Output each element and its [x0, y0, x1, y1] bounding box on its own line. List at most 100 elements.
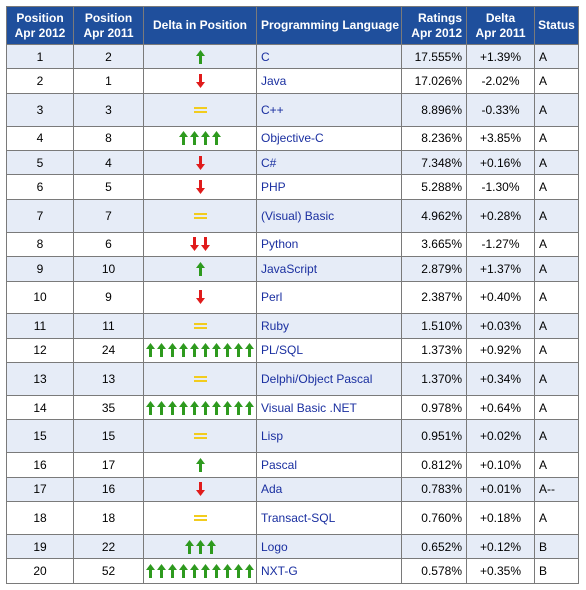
language-link[interactable]: C — [256, 43, 402, 70]
language-link[interactable]: Delphi/Object Pascal — [256, 362, 402, 397]
status-cell: A — [534, 68, 579, 94]
position-2012-cell: 10 — [6, 280, 74, 315]
position-2012-cell: 15 — [6, 419, 74, 454]
delta-position-cell — [143, 92, 257, 127]
language-link[interactable]: Visual Basic .NET — [256, 395, 402, 421]
table-row: 19 22 Logo 0.652% +0.12% B — [6, 534, 579, 560]
delta-position-cell — [143, 280, 257, 315]
language-link[interactable]: Objective-C — [256, 125, 402, 152]
status-cell: A — [534, 92, 579, 127]
status-cell: A — [534, 337, 579, 364]
green-up-arrow-icon — [212, 564, 221, 579]
language-link[interactable]: Perl — [256, 280, 402, 315]
header-language: Programming Language — [256, 6, 402, 45]
status-cell: A — [534, 452, 579, 478]
red-down-arrow-icon — [195, 290, 205, 305]
language-link[interactable]: Python — [256, 231, 402, 258]
position-2012-cell: 6 — [6, 174, 74, 200]
delta-rating-cell: +0.16% — [466, 150, 535, 176]
position-2012-cell: 5 — [6, 150, 74, 176]
table-row: 3 3 C++ 8.896% -0.33% A — [6, 92, 579, 127]
position-2012-cell: 13 — [6, 362, 74, 397]
language-link[interactable]: C# — [256, 150, 402, 176]
table-row: 9 10 JavaScript 2.879% +1.37% A — [6, 256, 579, 282]
table-row: 10 9 Perl 2.387% +0.40% A — [6, 280, 579, 315]
language-link[interactable]: Logo — [256, 534, 402, 560]
table-row: 2 1 Java 17.026% -2.02% A — [6, 68, 579, 94]
green-up-arrow-icon — [201, 131, 210, 146]
status-cell: A-- — [534, 476, 579, 503]
table-row: 15 15 Lisp 0.951% +0.02% A — [6, 419, 579, 454]
green-up-arrow-icon — [245, 343, 254, 358]
language-link[interactable]: Transact-SQL — [256, 501, 402, 536]
language-link[interactable]: JavaScript — [256, 256, 402, 282]
delta-rating-cell: +1.37% — [466, 256, 535, 282]
language-link[interactable]: PHP — [256, 174, 402, 200]
green-up-arrow-icon — [212, 343, 221, 358]
position-2012-cell: 19 — [6, 534, 74, 560]
delta-position-cell — [143, 150, 257, 176]
green-up-arrow-icon — [201, 400, 210, 415]
rating-cell: 0.951% — [401, 419, 467, 454]
delta-position-cell — [143, 313, 257, 339]
delta-rating-cell: +0.18% — [466, 501, 535, 536]
language-link[interactable]: NXT-G — [256, 558, 402, 584]
table-row: 13 13 Delphi/Object Pascal 1.370% +0.34% A — [6, 362, 579, 397]
status-cell: A — [534, 362, 579, 397]
position-2012-cell: 12 — [6, 337, 74, 364]
green-up-arrow-icon — [190, 131, 199, 146]
position-2012-cell: 3 — [6, 92, 74, 127]
language-link[interactable]: Java — [256, 68, 402, 94]
delta-position-cell — [143, 198, 257, 233]
table-row: 16 17 Pascal 0.812% +0.10% A — [6, 452, 579, 478]
rating-cell: 8.896% — [401, 92, 467, 127]
language-link[interactable]: (Visual) Basic — [256, 198, 402, 233]
rating-cell: 1.373% — [401, 337, 467, 364]
green-up-arrow-icon — [206, 539, 216, 554]
position-2012-cell: 20 — [6, 558, 74, 584]
rating-cell: 0.783% — [401, 476, 467, 503]
delta-rating-cell: -0.33% — [466, 92, 535, 127]
language-link[interactable]: C++ — [256, 92, 402, 127]
table-row: 1 2 C 17.555% +1.39% A — [6, 43, 579, 70]
language-link[interactable]: Lisp — [256, 419, 402, 454]
rating-cell: 4.962% — [401, 198, 467, 233]
green-up-arrow-icon — [179, 400, 188, 415]
language-link[interactable]: PL/SQL — [256, 337, 402, 364]
language-link[interactable]: Pascal — [256, 452, 402, 478]
delta-rating-cell: -2.02% — [466, 68, 535, 94]
table-row: 5 4 C# 7.348% +0.16% A — [6, 150, 579, 176]
position-2011-cell: 52 — [73, 558, 144, 584]
header-ratings: Ratings Apr 2012 — [401, 6, 467, 45]
status-cell: A — [534, 43, 579, 70]
status-cell: B — [534, 558, 579, 584]
position-2011-cell: 18 — [73, 501, 144, 536]
position-2012-cell: 16 — [6, 452, 74, 478]
green-up-arrow-icon — [157, 564, 166, 579]
green-up-arrow-icon — [195, 261, 205, 276]
delta-position-cell — [143, 68, 257, 94]
rating-cell: 1.370% — [401, 362, 467, 397]
delta-position-cell — [143, 231, 257, 258]
green-up-arrow-icon — [195, 539, 205, 554]
position-2012-cell: 1 — [6, 43, 74, 70]
green-up-arrow-icon — [234, 400, 243, 415]
position-2012-cell: 17 — [6, 476, 74, 503]
red-down-arrow-icon — [190, 237, 199, 252]
rating-cell: 17.026% — [401, 68, 467, 94]
table-row: 4 8 Objective-C 8.236% +3.85% A — [6, 125, 579, 152]
delta-rating-cell: -1.30% — [466, 174, 535, 200]
rating-cell: 0.812% — [401, 452, 467, 478]
language-link[interactable]: Ruby — [256, 313, 402, 339]
position-2012-cell: 18 — [6, 501, 74, 536]
delta-rating-cell: +0.40% — [466, 280, 535, 315]
green-up-arrow-icon — [212, 400, 221, 415]
delta-rating-cell: +0.64% — [466, 395, 535, 421]
language-link[interactable]: Ada — [256, 476, 402, 503]
position-2011-cell: 16 — [73, 476, 144, 503]
table-row: 8 6 Python 3.665% -1.27% A — [6, 231, 579, 258]
green-up-arrow-icon — [168, 400, 177, 415]
delta-position-cell — [143, 337, 257, 364]
position-2011-cell: 11 — [73, 313, 144, 339]
delta-rating-cell: +0.34% — [466, 362, 535, 397]
